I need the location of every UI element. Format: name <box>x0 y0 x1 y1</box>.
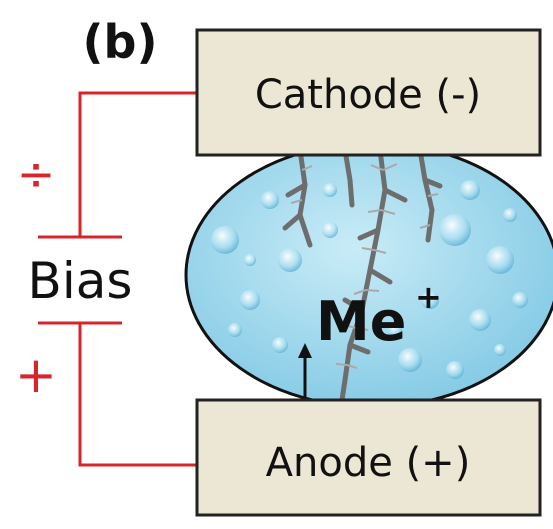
positive-sign: + <box>15 346 57 404</box>
droplet <box>272 337 288 353</box>
bias-label: Bias <box>28 252 133 310</box>
cathode-label: Cathode (-) <box>255 72 481 118</box>
droplet <box>228 323 242 337</box>
droplet <box>460 180 480 200</box>
droplet <box>446 361 464 379</box>
droplet <box>211 226 239 254</box>
droplet <box>503 208 517 222</box>
droplet <box>486 246 514 274</box>
droplet <box>494 344 506 356</box>
anode-label: Anode (+) <box>266 440 471 486</box>
ion-symbol: Me <box>316 290 406 353</box>
droplet <box>512 292 528 308</box>
droplet <box>244 254 256 266</box>
droplet <box>439 214 471 246</box>
droplet <box>261 191 279 209</box>
droplet <box>323 183 337 197</box>
panel-label: (b) <box>83 15 158 69</box>
droplet <box>240 290 260 310</box>
negative-sign: ÷ <box>17 147 56 201</box>
droplet <box>469 309 491 331</box>
droplet <box>278 248 302 272</box>
diagram: (b) ÷ + Bias Me + Cathode (-) Anode (+) <box>0 0 553 529</box>
ion-charge: + <box>415 278 442 316</box>
droplet <box>322 222 338 238</box>
